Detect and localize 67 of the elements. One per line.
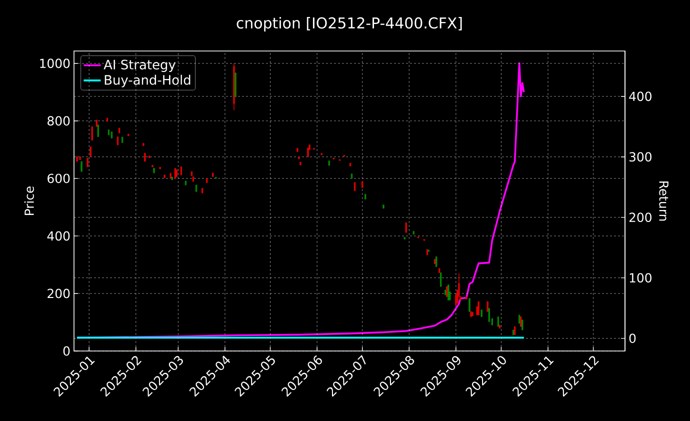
candlestick — [106, 118, 108, 122]
candlestick — [80, 161, 82, 172]
y2-axis-title: Return — [659, 182, 668, 221]
y2-tick-label: 200 — [629, 212, 652, 222]
y-tick-label: 400 — [47, 231, 70, 241]
y2-tick-label: 100 — [630, 273, 652, 283]
candlestick — [91, 126, 93, 140]
candlestick — [184, 180, 187, 186]
candlestick — [382, 204, 384, 209]
candlestick — [364, 194, 366, 200]
candlestick — [152, 164, 154, 168]
candlestick — [164, 174, 166, 178]
candlestick — [195, 184, 198, 192]
candlestick — [76, 156, 78, 162]
candlestick — [108, 130, 110, 136]
candlestick — [97, 124, 100, 137]
candlestick — [170, 172, 172, 179]
candlestick — [180, 166, 182, 176]
y-tick-label: 200 — [48, 288, 70, 298]
candlestick — [116, 136, 119, 146]
candlestick — [438, 268, 440, 274]
candlestick — [233, 63, 235, 110]
candlestick — [79, 156, 81, 160]
candlestick — [118, 128, 120, 134]
candlestick — [354, 182, 356, 192]
y-axis-title: Price — [24, 186, 34, 215]
candlestick — [300, 162, 302, 166]
candlestick — [201, 188, 204, 194]
candlestick — [349, 162, 352, 166]
candlestick — [468, 298, 470, 312]
candlestick — [121, 136, 124, 143]
candlestick — [480, 310, 482, 318]
candlestick — [127, 134, 130, 136]
candlestick — [144, 152, 146, 162]
candlestick — [86, 158, 88, 168]
candlestick — [96, 120, 98, 127]
candlestick — [426, 249, 428, 256]
candlestick — [328, 160, 330, 166]
chart-title: cnoption [IO2512-P-4400.CFX] — [236, 17, 462, 32]
candlestick — [110, 132, 113, 138]
candlestick — [192, 176, 194, 182]
candlestick — [361, 181, 364, 188]
candlestick — [90, 146, 92, 157]
candlestick — [190, 171, 193, 176]
y-tick-label: 800 — [48, 116, 70, 126]
legend-label: AI Strategy — [104, 60, 176, 72]
candlestick — [405, 222, 407, 233]
candlestick — [412, 231, 415, 234]
candlestick — [512, 330, 514, 336]
candlestick — [153, 168, 155, 174]
y2-tick-label: 400 — [629, 92, 652, 102]
candlestick — [142, 143, 144, 146]
y-tick-label: 600 — [48, 174, 70, 184]
legend-label: Buy-and-Hold — [104, 74, 190, 88]
candlestick — [174, 168, 176, 179]
candlestick — [298, 156, 300, 160]
candlestick — [206, 178, 208, 183]
candlestick — [176, 170, 178, 177]
candlestick — [212, 172, 214, 177]
candlestick — [159, 166, 161, 170]
y2-tick-label: 300 — [629, 152, 652, 162]
y-tick-label: 1000 — [40, 58, 70, 68]
candlestick — [486, 301, 488, 312]
candlestick — [296, 148, 298, 152]
candlestick — [466, 296, 468, 300]
y-tick-label: 0 — [63, 346, 70, 356]
y2-tick-label: 0 — [629, 334, 636, 344]
